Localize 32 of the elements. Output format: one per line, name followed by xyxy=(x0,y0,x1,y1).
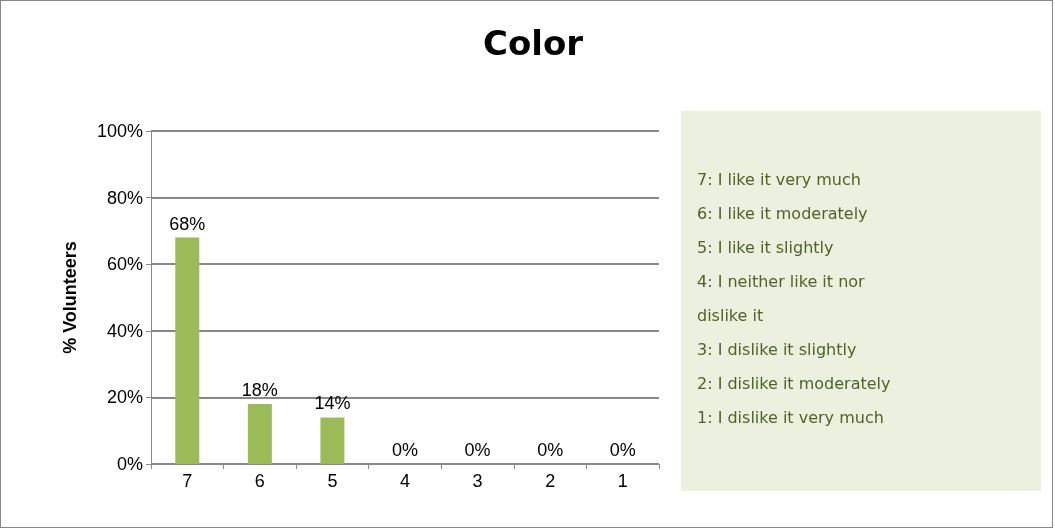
y-tick-label: 80% xyxy=(106,187,143,208)
bar xyxy=(320,417,345,464)
x-tick-label: 7 xyxy=(182,471,193,491)
data-label: 0% xyxy=(464,440,491,460)
text: 5: I like it slightly xyxy=(697,237,835,259)
x-tick-label: 6 xyxy=(254,471,265,491)
data-label: 0% xyxy=(391,440,419,460)
x-tick-label: 3 xyxy=(472,471,483,491)
text: 1: I dislike it very much xyxy=(697,407,885,429)
y-tick-label: 0% xyxy=(116,454,143,474)
y-tick-label: 100% xyxy=(96,121,143,141)
data-label: 18% xyxy=(241,380,278,401)
data-label: 0% xyxy=(609,440,636,460)
text: 7: I like it very much xyxy=(697,169,862,191)
x-tick-label: 2 xyxy=(545,471,556,491)
bar xyxy=(175,237,200,464)
y-tick-label: 20% xyxy=(106,387,143,408)
chart-title: Color xyxy=(482,23,584,63)
x-tick-label: 4 xyxy=(399,471,411,491)
x-tick-label: 5 xyxy=(327,471,338,491)
y-tick-label: 60% xyxy=(106,254,143,275)
text: 6: I like it moderately xyxy=(697,203,869,225)
y-tick-label: 40% xyxy=(106,320,143,341)
data-label: 68% xyxy=(169,213,206,234)
text: 4: I neither like it nor dislike it xyxy=(697,271,866,327)
y-axis-title: % Volunteers xyxy=(60,241,80,354)
x-tick-label: 1 xyxy=(617,471,628,491)
data-label: 0% xyxy=(537,440,564,460)
text: 2: I dislike it moderately xyxy=(697,373,892,395)
text: 3: I dislike it slightly xyxy=(697,339,858,361)
bar xyxy=(247,404,272,464)
data-label: 14% xyxy=(314,393,351,414)
